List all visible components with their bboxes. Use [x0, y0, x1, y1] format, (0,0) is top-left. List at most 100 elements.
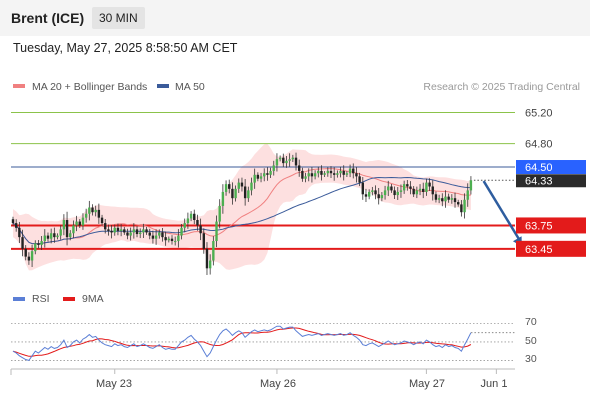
- rsi-tick-30: 30: [525, 353, 537, 365]
- moving-averages: [12, 168, 471, 245]
- candle-body-77: [256, 174, 260, 179]
- candle-body-124: [406, 184, 409, 187]
- candle-body-9: [40, 241, 43, 245]
- candle-body-28: [100, 217, 104, 224]
- candle-body-44: [151, 235, 155, 239]
- candle-body-127: [415, 190, 419, 195]
- candle-body-132: [431, 186, 434, 195]
- bollinger-band-fill: [13, 143, 471, 271]
- candle-body-128: [418, 188, 422, 191]
- legend-rsi-label: RSI: [32, 293, 50, 305]
- candle-body-123: [402, 184, 406, 191]
- candle-body-47: [161, 232, 164, 238]
- candle-body-18: [69, 233, 72, 238]
- candle-body-78: [259, 176, 263, 179]
- candle-body-108: [355, 173, 358, 177]
- current-price-label: 64.50: [525, 162, 553, 174]
- candle-body-57: [193, 213, 196, 220]
- candle-body-43: [148, 232, 151, 236]
- support-label-5: 63.45: [525, 244, 553, 256]
- candle-body-144: [469, 180, 473, 191]
- candle-body-71: [237, 182, 240, 189]
- candle-body-91: [301, 170, 304, 179]
- candle-body-126: [412, 188, 415, 195]
- support-label-4: 63.75: [525, 220, 553, 232]
- candle-body-61: [205, 248, 209, 269]
- candle-body-104: [342, 170, 345, 175]
- candle-body-113: [371, 190, 374, 192]
- candle-body-140: [457, 202, 460, 205]
- candle-body-67: [224, 184, 228, 192]
- candle-body-3: [21, 237, 24, 249]
- candle-body-63: [212, 241, 215, 261]
- candle-body-106: [348, 168, 352, 174]
- candle-body-88: [291, 157, 295, 160]
- candle-body-102: [336, 173, 339, 175]
- candle-body-94: [310, 173, 314, 177]
- candle-body-38: [132, 229, 136, 233]
- candle-body-37: [129, 232, 132, 236]
- candle-body-8: [37, 243, 40, 245]
- candle-body-59: [199, 225, 202, 234]
- candle-body-125: [409, 186, 412, 189]
- candle-body-58: [196, 220, 199, 226]
- candle-body-83: [275, 159, 279, 166]
- rsi-panel: [11, 323, 515, 361]
- candle-body-54: [183, 223, 186, 228]
- candle-body-76: [253, 174, 256, 183]
- candle-body-32: [113, 227, 116, 233]
- candle-body-137: [447, 196, 450, 200]
- candle-body-119: [390, 186, 393, 191]
- candle-body-62: [208, 260, 212, 269]
- candle-body-90: [298, 165, 301, 171]
- candle-body-40: [139, 232, 142, 235]
- candle-body-103: [339, 170, 342, 174]
- candle-body-70: [234, 188, 237, 199]
- candle-body-12: [49, 233, 53, 239]
- candle-body-26: [94, 209, 97, 213]
- candle-body-100: [329, 170, 333, 174]
- candle-body-130: [425, 182, 428, 192]
- candle-body-115: [377, 194, 380, 199]
- candle-body-116: [380, 195, 384, 199]
- candle-body-0: [11, 219, 15, 224]
- candle-body-15: [59, 229, 62, 236]
- candle-body-87: [288, 159, 291, 161]
- candle-body-68: [228, 184, 231, 189]
- candle-body-20: [75, 221, 78, 226]
- rsi-tick-50: 50: [525, 335, 537, 347]
- candle-body-34: [119, 229, 123, 231]
- rsi-line: [12, 325, 472, 361]
- last-price-tag: [516, 174, 586, 188]
- candle-body-117: [383, 190, 387, 196]
- candle-body-114: [374, 190, 377, 195]
- legend-ma50-swatch: [157, 84, 169, 88]
- rsi-tick-70: 70: [525, 316, 537, 328]
- candle-body-22: [81, 217, 85, 226]
- candle-body-133: [434, 194, 438, 200]
- candle-body-50: [170, 238, 174, 242]
- candle-body-60: [202, 233, 205, 249]
- candle-body-105: [345, 173, 349, 175]
- main-legend: MA 20 + Bollinger Bands MA 50 Research ©…: [13, 81, 580, 93]
- support-tag-4: [516, 217, 586, 234]
- candle-body-66: [221, 191, 225, 206]
- candle-body-51: [173, 241, 177, 243]
- candle-body-131: [428, 182, 431, 187]
- candle-body-52: [177, 235, 180, 242]
- timeframe-badge[interactable]: 30 MIN: [92, 7, 145, 29]
- candle-body-97: [320, 170, 323, 175]
- legend-ma20-swatch: [13, 84, 25, 88]
- candle-body-138: [450, 198, 454, 200]
- candle-body-142: [463, 199, 466, 213]
- candle-body-75: [250, 182, 253, 191]
- candle-body-98: [323, 173, 326, 175]
- candle-body-136: [444, 196, 447, 202]
- candle-body-10: [43, 235, 46, 242]
- legend-9ma-label: 9MA: [82, 293, 104, 305]
- candle-body-14: [56, 235, 59, 238]
- legend-ma20-label: MA 20 + Bollinger Bands: [32, 81, 147, 93]
- candle-body-135: [441, 198, 444, 202]
- candle-body-30: [107, 229, 110, 231]
- symbol-title: Brent (ICE): [11, 10, 85, 26]
